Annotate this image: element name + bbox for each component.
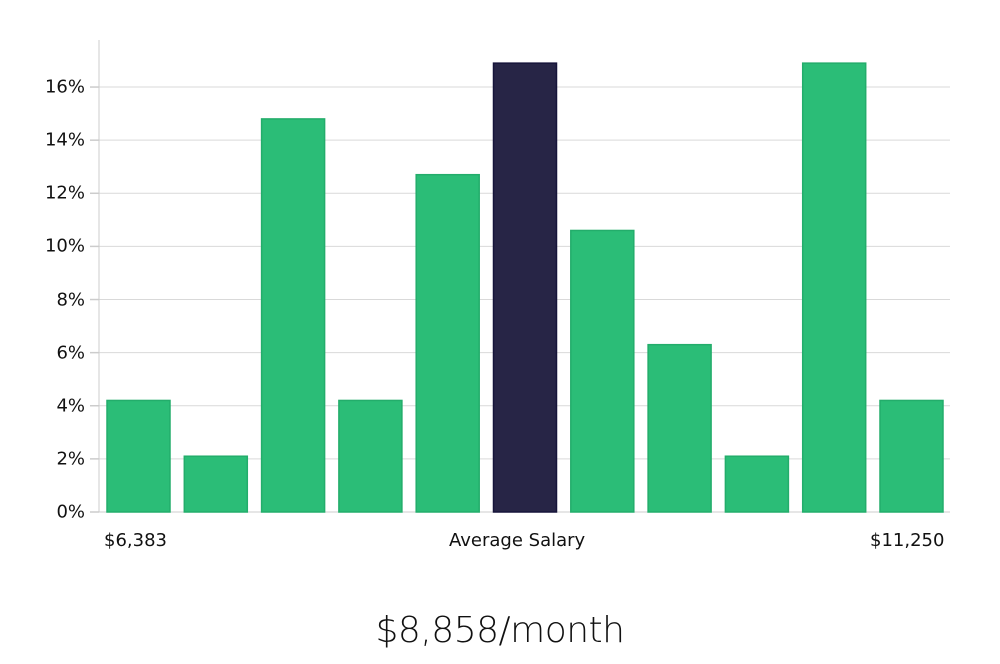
histogram-bar [879,399,944,513]
histogram-bar [570,229,635,513]
histogram-bar [260,118,326,513]
y-tick-label: 0% [56,501,85,523]
y-tick-label: 16% [44,76,85,98]
x-max-label: $11,250 [870,530,945,551]
y-tick-label: 12% [44,182,85,204]
x-min-label: $6,383 [104,530,167,551]
y-tick-label: 2% [56,448,85,470]
histogram-bar [338,399,403,513]
histogram-bar [801,62,867,513]
histogram-bar [183,455,249,513]
x-axis-title: Average Salary [449,530,586,551]
histogram-bar [106,399,171,513]
histogram-bar [415,173,480,513]
histogram-bar [647,343,712,513]
histogram-bar [724,455,790,513]
y-tick-label: 6% [56,342,85,364]
average-salary-value: $8,858/month [375,610,625,651]
y-tick-label: 4% [56,395,85,417]
y-tick-label: 8% [56,289,85,311]
y-tick-label: 14% [44,129,85,151]
highlighted-bar [492,62,558,513]
y-tick-label: 10% [44,235,85,257]
